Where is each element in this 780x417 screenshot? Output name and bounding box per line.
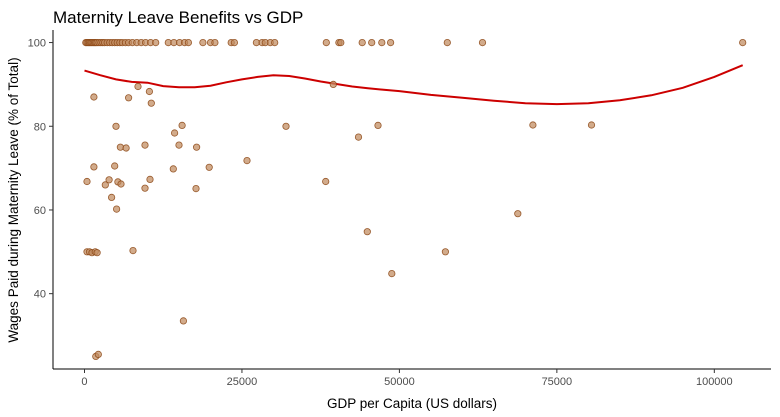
data-point [112,163,118,169]
data-point [142,185,148,191]
data-point [91,94,97,100]
data-point [113,123,119,129]
axes [53,30,771,369]
data-point [176,142,182,148]
data-point [146,88,152,94]
data-point [147,176,153,182]
data-point [283,123,289,129]
x-tick-label: 75000 [542,376,573,388]
data-point [91,164,97,170]
data-point [153,39,159,45]
data-point [142,142,148,148]
data-point [442,249,448,255]
x-tick-label: 0 [81,376,87,388]
x-axis-title: GDP per Capita (US dollars) [327,396,497,411]
y-axis-title: Wages Paid during Maternity Leave (% of … [6,57,21,342]
data-point [130,247,136,253]
data-point [95,351,101,357]
data-point [375,122,381,128]
x-tick-label: 25000 [227,376,258,388]
data-point [364,229,370,235]
data-point [123,145,129,151]
data-point [369,39,375,45]
data-point [212,39,218,45]
data-point [170,166,176,172]
data-point [135,83,141,89]
x-ticks: 0 25000 50000 75000 100000 [81,369,732,388]
data-point [740,39,746,45]
data-point [379,39,385,45]
x-tick-label: 50000 [384,376,415,388]
data-point [118,181,124,187]
data-point [106,177,112,183]
data-point [338,39,344,45]
data-point [125,95,131,101]
data-point [244,157,250,163]
data-point [530,122,536,128]
x-tick-label: 100000 [696,376,733,388]
y-ticks: 40 60 80 100 [28,38,53,301]
data-point [479,39,485,45]
data-point [179,122,185,128]
data-point [444,39,450,45]
data-point [330,81,336,87]
trend-layer [85,65,743,104]
trend-line [85,65,743,104]
data-point [323,178,329,184]
data-point [272,39,278,45]
data-point [193,185,199,191]
y-tick-label: 60 [34,205,46,217]
chart-title: Maternity Leave Benefits vs GDP [53,8,303,27]
data-point [84,178,90,184]
data-point [515,211,521,217]
data-point [94,250,100,256]
data-point [113,206,119,212]
data-point [588,122,594,128]
data-point [206,164,212,170]
data-point [148,100,154,106]
y-tick-label: 40 [34,289,46,301]
data-point [200,39,206,45]
data-point [180,318,186,324]
data-point [355,134,361,140]
data-point [323,39,329,45]
y-tick-label: 80 [34,121,46,133]
data-point [359,39,365,45]
data-point [185,39,191,45]
data-point [193,144,199,150]
data-point [171,130,177,136]
data-point [231,39,237,45]
y-tick-label: 100 [28,38,46,50]
data-point [108,194,114,200]
data-point [389,270,395,276]
data-point [387,39,393,45]
